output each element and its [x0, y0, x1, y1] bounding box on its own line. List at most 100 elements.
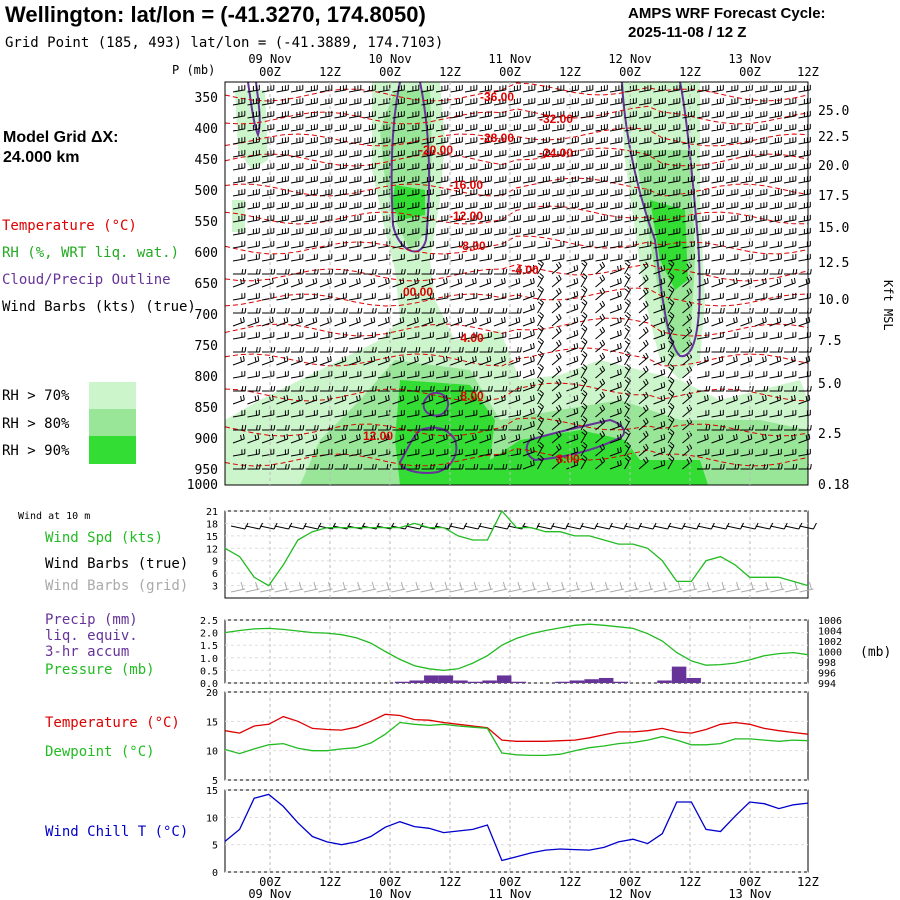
legend-wind-grid: Wind Barbs (grid) [45, 578, 188, 594]
wind-barb [653, 303, 666, 314]
wind-chill-panel [224, 789, 809, 873]
wind-barb [479, 188, 492, 197]
wind-barb [638, 253, 652, 262]
wind-barb [609, 201, 623, 210]
top-hour-label: 12Z [797, 65, 819, 79]
wind-barb [247, 84, 260, 93]
wind-barb [261, 240, 275, 249]
wind-barb [305, 110, 318, 119]
wind-barb [725, 162, 739, 171]
wind-barb [682, 188, 695, 197]
wind-barb [696, 253, 710, 262]
wind-barb [363, 162, 376, 171]
wind-barb [783, 136, 797, 145]
wind-barb [392, 162, 405, 171]
wind-barb [798, 162, 811, 171]
wind-barb [334, 149, 347, 158]
wind-barb [769, 269, 783, 275]
wind-barb [436, 386, 450, 392]
wind-barb [363, 97, 376, 106]
wind-barb [406, 448, 420, 457]
wind-barb [363, 240, 376, 249]
wind-barb [334, 433, 347, 444]
wind-barb [754, 316, 767, 327]
wind-barb [711, 370, 724, 379]
wind-barb [464, 448, 478, 457]
wind-barb [697, 425, 711, 431]
wind-barb [334, 201, 347, 210]
top-hour-label: 00Z [739, 65, 761, 79]
wind-barb [276, 433, 289, 444]
pressure-ytick: 998 [818, 658, 836, 669]
wind-barb [464, 433, 477, 444]
bottom-hour-label: 00Z [739, 875, 761, 889]
wind-barb [755, 464, 769, 470]
bottom-day-label: 11 Nov [488, 887, 531, 900]
wind-barb [508, 123, 521, 132]
wind-barb [421, 269, 435, 275]
wind-barb [522, 407, 535, 418]
wind-barb [465, 269, 479, 275]
wind-barb [363, 292, 376, 301]
wind-barb [276, 253, 289, 262]
wind-barb [638, 261, 649, 275]
wind-barb [696, 188, 710, 197]
wind-barb [305, 253, 318, 262]
wind-barb [406, 253, 420, 262]
temperature-contour [224, 287, 809, 307]
wind-barb [392, 227, 405, 236]
temperature-panel [224, 691, 809, 781]
wind-barb [595, 430, 606, 444]
wind-barb [247, 136, 260, 145]
wind-barb [696, 97, 710, 106]
wind-barb [580, 312, 588, 327]
wind-barb [450, 292, 463, 301]
wind-barb [783, 188, 797, 197]
wind-barb [392, 214, 405, 223]
top-day-label: 13 Nov [728, 52, 771, 66]
wind-barb [537, 260, 544, 275]
wind-barb [247, 201, 260, 210]
wind-barb [276, 355, 289, 366]
wind-barb [798, 175, 811, 184]
top-hour-label: 00Z [259, 65, 281, 79]
wind-barb [479, 464, 493, 470]
wind-barb [711, 355, 724, 366]
wind-barb [392, 277, 405, 288]
wind-barb [464, 394, 477, 405]
wind-barb [247, 188, 260, 197]
wind-barb [334, 386, 348, 392]
wind-barb [566, 368, 579, 379]
wind-barb-true [784, 522, 803, 530]
wind-barb [348, 110, 362, 119]
wind-barb [580, 403, 588, 418]
wind-barb [754, 188, 768, 197]
wind-barb [261, 188, 275, 197]
wind-barb [667, 351, 675, 366]
wind-barb [508, 316, 521, 327]
wind-barb [479, 292, 492, 301]
wind-barb [609, 188, 623, 197]
wind-barb [697, 269, 711, 275]
wind-barb [522, 188, 536, 197]
wind-barb [464, 162, 478, 171]
wind-barb [232, 433, 245, 444]
wind-barb [508, 240, 521, 249]
wind-barb [696, 149, 710, 158]
wind-barb [319, 162, 333, 171]
wind-barb [566, 201, 579, 210]
wind-barb [653, 149, 666, 158]
wind-barb [624, 175, 637, 184]
wind-barb [435, 110, 449, 119]
wind-barb [377, 136, 391, 145]
wind-barb [464, 214, 478, 223]
wind-barb [276, 409, 289, 418]
wind-barb [406, 227, 420, 236]
wind-barb [479, 347, 493, 353]
wind-barb [595, 378, 606, 392]
wind-barb-grid [580, 581, 595, 593]
wind-barb-grid [230, 581, 246, 593]
wind-barb [537, 240, 550, 249]
wind-barb [740, 253, 753, 262]
